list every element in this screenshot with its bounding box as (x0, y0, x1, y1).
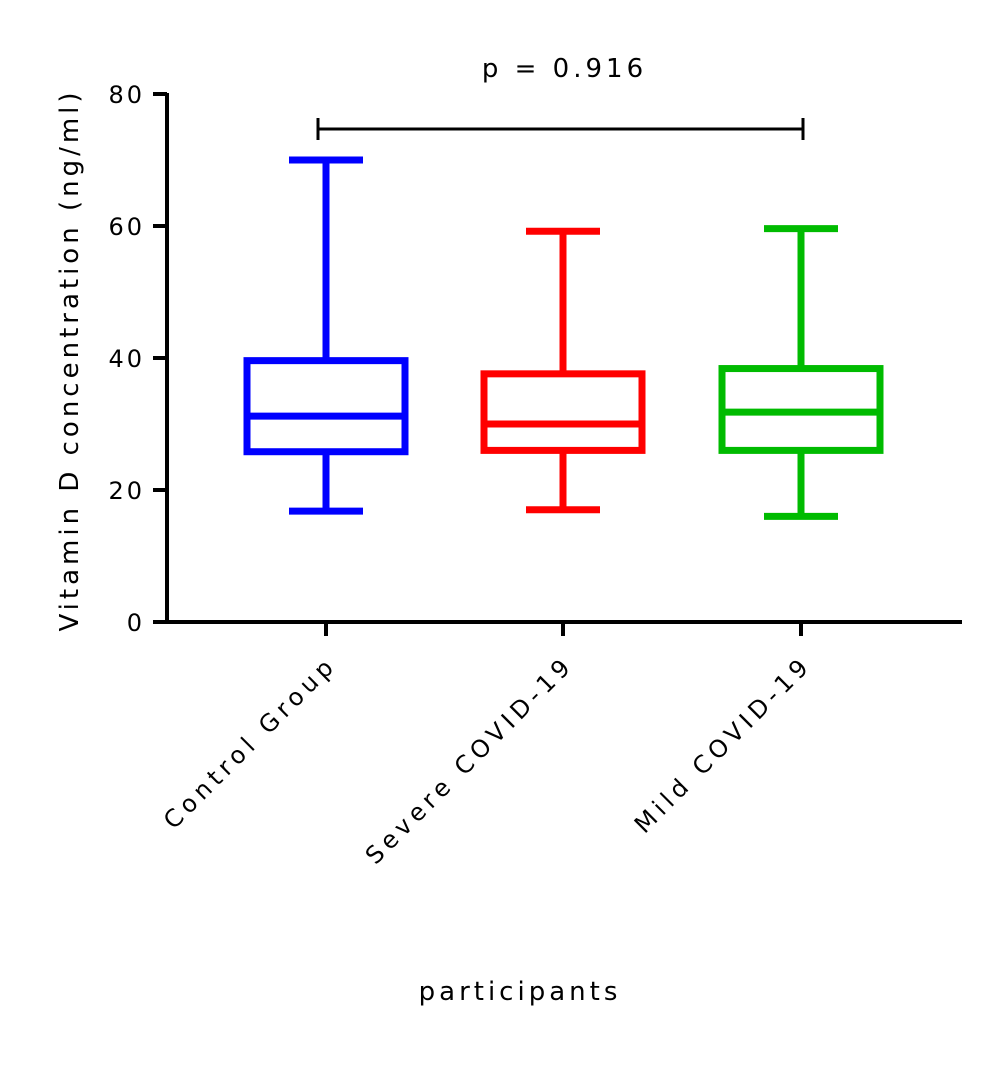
y-tick-label: 60 (108, 213, 145, 241)
x-axis-title: participants (419, 977, 622, 1007)
y-ticks: 0 20 40 60 80 (108, 81, 167, 637)
x-tick-label: Mild COVID-19 (629, 650, 817, 838)
boxes (243, 156, 884, 520)
x-tick-label: Control Group (158, 650, 342, 834)
box-3 (718, 225, 884, 520)
p-value-label: p = 0.916 (482, 54, 647, 84)
y-tick-label: 80 (108, 81, 145, 109)
y-tick-label: 40 (108, 345, 145, 373)
y-tick-label: 20 (108, 477, 145, 505)
box-1 (243, 156, 409, 515)
iqr-box (480, 370, 646, 454)
y-axis-title: Vitamin D concentration (ng/ml) (55, 88, 85, 631)
y-tick-label: 0 (127, 609, 145, 637)
x-tick-label: Severe COVID-19 (360, 650, 579, 869)
significance-annotation: p = 0.916 (316, 54, 805, 140)
iqr-box (243, 357, 409, 456)
x-ticks: Control Group Severe COVID-19 Mild COVID-1… (158, 622, 817, 870)
box-2 (480, 227, 646, 514)
